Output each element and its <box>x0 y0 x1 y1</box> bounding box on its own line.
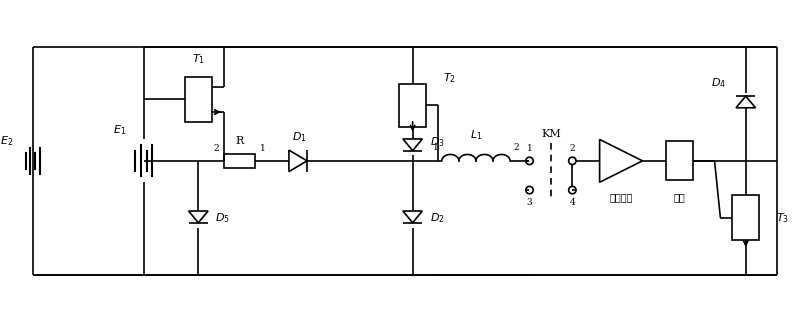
Bar <box>666 142 693 180</box>
Text: 工件: 工件 <box>674 193 686 202</box>
Polygon shape <box>403 211 422 223</box>
Bar <box>224 154 255 168</box>
Polygon shape <box>189 211 208 223</box>
Text: KM: KM <box>541 128 561 139</box>
Polygon shape <box>600 139 642 182</box>
Text: 1: 1 <box>526 144 532 153</box>
Polygon shape <box>289 150 307 172</box>
Bar <box>185 77 212 122</box>
Text: $E_1$: $E_1$ <box>113 123 126 137</box>
Text: $D_2$: $D_2$ <box>430 211 444 225</box>
Text: 2: 2 <box>513 143 518 152</box>
Text: 3: 3 <box>526 198 532 207</box>
Text: 2: 2 <box>213 144 218 153</box>
Text: 1: 1 <box>433 143 439 152</box>
Bar <box>399 84 426 127</box>
Text: $D_1$: $D_1$ <box>292 131 307 144</box>
Text: $T_1$: $T_1$ <box>192 53 205 67</box>
Text: $D_5$: $D_5$ <box>215 211 230 225</box>
Text: $T_2$: $T_2$ <box>443 71 456 85</box>
Polygon shape <box>403 139 422 151</box>
Text: R: R <box>235 137 243 146</box>
Text: $T_3$: $T_3$ <box>776 211 790 225</box>
Text: $L_1$: $L_1$ <box>470 129 482 142</box>
Text: $D_4$: $D_4$ <box>711 77 726 90</box>
Text: 管状电极: 管状电极 <box>610 193 633 202</box>
Text: 1: 1 <box>260 144 266 153</box>
Bar <box>732 195 759 240</box>
Text: 4: 4 <box>570 198 575 207</box>
Text: $D_3$: $D_3$ <box>430 135 444 149</box>
Text: 2: 2 <box>570 144 575 153</box>
Polygon shape <box>736 96 755 108</box>
Text: $E_2$: $E_2$ <box>0 134 13 148</box>
